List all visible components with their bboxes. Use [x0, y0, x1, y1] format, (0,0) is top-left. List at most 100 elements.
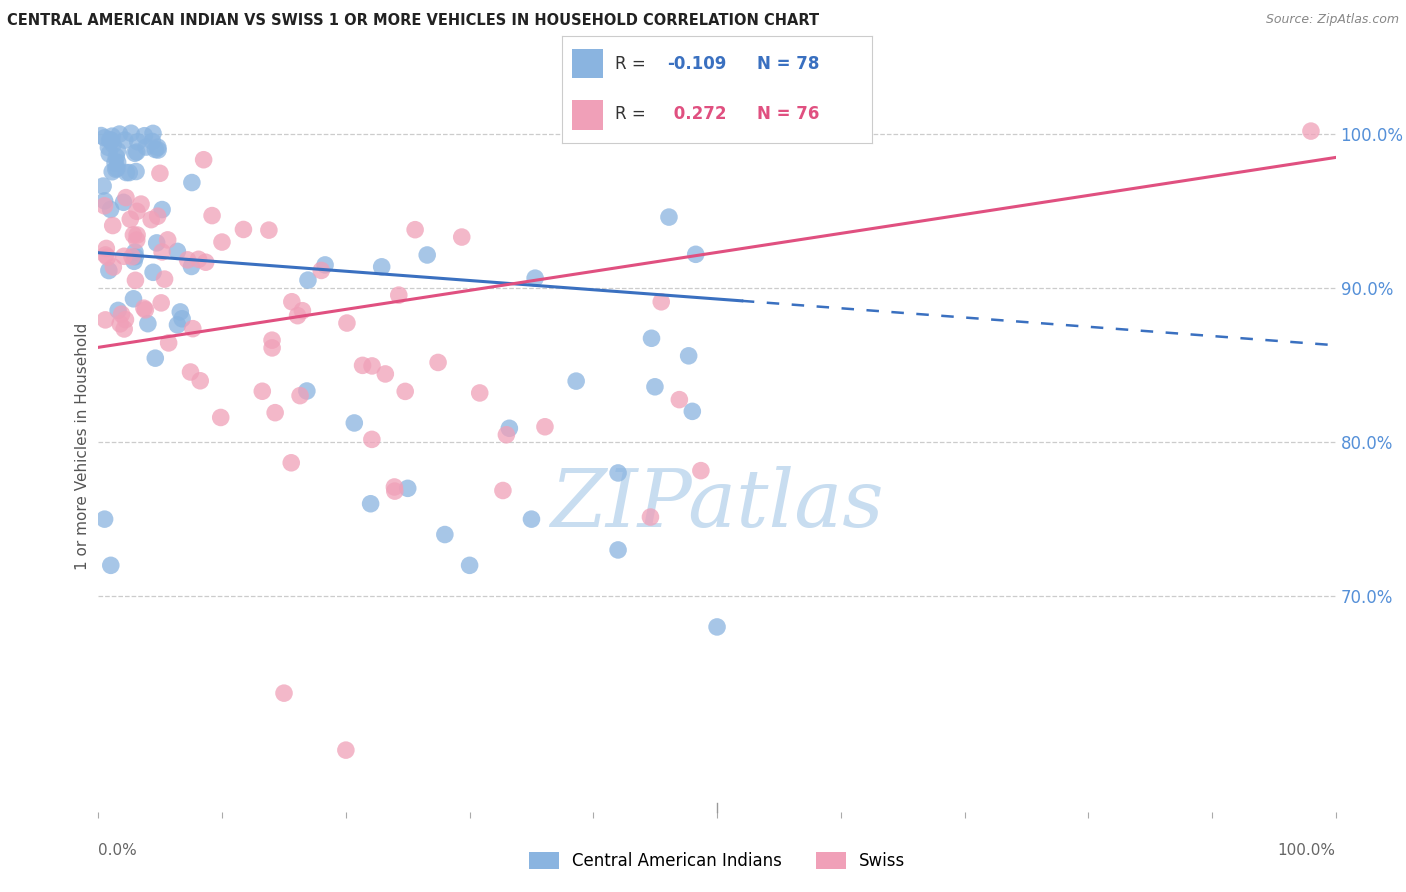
Point: [142, 265, 165, 279]
Point: [492, 483, 515, 498]
Point: [314, 258, 336, 272]
Point: [91, 179, 114, 194]
Point: [93, 512, 115, 526]
Point: [280, 456, 302, 470]
Point: [112, 249, 135, 263]
Text: 100.0%: 100.0%: [1278, 843, 1336, 858]
Point: [150, 244, 173, 259]
Point: [120, 212, 142, 227]
Point: [146, 140, 169, 154]
Point: [607, 543, 630, 558]
Point: [370, 260, 392, 274]
Point: [396, 481, 419, 495]
Point: [211, 235, 233, 249]
Point: [458, 558, 481, 573]
Point: [122, 292, 145, 306]
Point: [125, 164, 148, 178]
Point: [124, 273, 146, 287]
Point: [134, 302, 156, 317]
Point: [384, 480, 406, 494]
Point: [658, 210, 681, 224]
Point: [115, 165, 138, 179]
Point: [1299, 124, 1322, 138]
Point: [100, 133, 122, 147]
Point: [384, 484, 406, 499]
Point: [146, 143, 169, 157]
Point: [232, 222, 254, 236]
Text: R =: R =: [614, 105, 645, 123]
Point: [281, 294, 304, 309]
Point: [157, 335, 180, 350]
Point: [433, 527, 456, 541]
Point: [607, 466, 630, 480]
Point: [120, 126, 142, 140]
Point: [209, 410, 232, 425]
Point: [416, 248, 439, 262]
Point: [336, 316, 359, 330]
Point: [100, 558, 122, 573]
Point: [153, 272, 176, 286]
Point: [143, 143, 166, 157]
Point: [169, 305, 191, 319]
Point: [150, 202, 173, 217]
Point: [107, 303, 129, 318]
Point: [124, 245, 146, 260]
Point: [101, 137, 124, 152]
Point: [124, 146, 146, 161]
Point: [98, 147, 121, 161]
Point: [97, 140, 120, 154]
Point: [678, 349, 700, 363]
Point: [122, 254, 145, 268]
Point: [105, 150, 128, 164]
Point: [108, 317, 131, 331]
Point: [94, 313, 117, 327]
Point: [668, 392, 690, 407]
Point: [520, 512, 543, 526]
Point: [176, 252, 198, 267]
Point: [103, 260, 125, 274]
Point: [107, 144, 129, 158]
Point: [644, 380, 666, 394]
Point: [295, 384, 318, 398]
Point: [273, 686, 295, 700]
Point: [335, 743, 357, 757]
Point: [650, 294, 672, 309]
Point: [112, 195, 135, 210]
Point: [681, 404, 703, 418]
Point: [142, 127, 165, 141]
Point: [90, 128, 112, 143]
Point: [180, 260, 202, 274]
Point: [94, 248, 117, 262]
Point: [96, 241, 118, 255]
Point: [121, 250, 143, 264]
Point: [187, 252, 209, 267]
Point: [125, 204, 148, 219]
Point: [150, 296, 173, 310]
Point: [193, 153, 215, 167]
Point: [98, 133, 121, 147]
Point: [291, 303, 314, 318]
Point: [141, 212, 163, 227]
Point: [640, 331, 662, 345]
Point: [110, 307, 132, 321]
Point: [468, 386, 491, 401]
Point: [172, 311, 194, 326]
Point: [132, 301, 155, 316]
Text: ZIPatlas: ZIPatlas: [550, 466, 884, 543]
Point: [360, 433, 382, 447]
Point: [93, 194, 115, 208]
Point: [361, 359, 384, 373]
Text: N = 76: N = 76: [758, 105, 820, 123]
Point: [124, 250, 146, 264]
Point: [100, 134, 122, 148]
Point: [125, 145, 148, 159]
Point: [498, 421, 520, 435]
Point: [101, 219, 124, 233]
Point: [188, 374, 211, 388]
Point: [127, 227, 149, 242]
Point: [115, 191, 138, 205]
Legend: Central American Indians, Swiss: Central American Indians, Swiss: [523, 845, 911, 877]
Text: 0.0%: 0.0%: [98, 843, 138, 858]
Point: [96, 250, 118, 264]
Point: [114, 312, 136, 326]
